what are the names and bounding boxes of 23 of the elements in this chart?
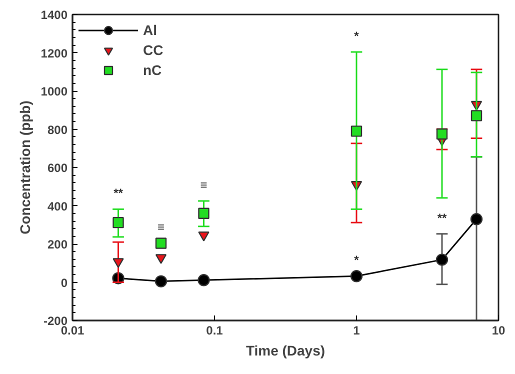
annotation: * [354,28,360,43]
y-tick-label: 1200 [40,46,68,60]
annotation: ≡ [158,220,165,234]
legend-label: nC [143,61,163,79]
x-tick-label: 10 [492,324,506,338]
y-tick-label: 200 [47,238,68,252]
y-axis-title: Concentration (ppb) [16,100,33,234]
x-tick-label: 0.1 [206,324,224,338]
annotation: ** [437,210,447,225]
annotation: ≡ [200,178,208,192]
legend-label: CC [143,41,164,59]
annotation: ** [114,186,124,200]
y-tick-label: 600 [47,161,68,175]
y-tick-label: 0 [60,276,68,290]
y-tick-label: 1400 [40,8,68,22]
y-tick-label: 800 [47,122,68,137]
legend-label: Al [143,21,158,39]
y-tick-label: 1000 [40,84,68,98]
y-tick-label: 400 [47,199,68,214]
x-tick-label: 0.01 [60,324,85,338]
x-tick-label: 1 [353,324,360,338]
x-axis-title: Time (Days) [246,342,326,358]
annotation: * [354,253,360,268]
